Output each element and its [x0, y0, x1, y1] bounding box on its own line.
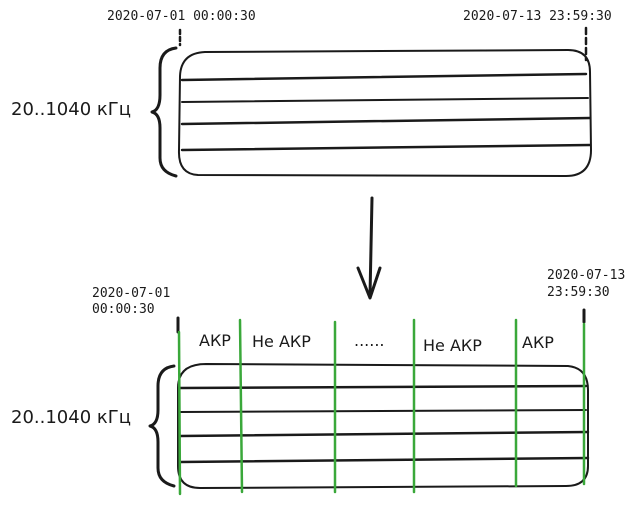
top-spectrogram-box — [177, 49, 592, 177]
top-end-time: 2020-07-13 23:59:30 — [463, 9, 612, 24]
bottom-frequency-label: 20..1040 кГц — [11, 407, 131, 428]
bottom-band-line — [178, 456, 590, 464]
transform-arrow-shaft — [368, 196, 374, 298]
top-start-time: 2020-07-01 00:00:30 — [107, 9, 256, 24]
bottom-start-clock: 00:00:30 — [92, 302, 155, 317]
bottom-start-date: 2020-07-01 — [92, 286, 171, 301]
top-frequency-label: 20..1040 кГц — [11, 99, 131, 120]
top-band-line — [180, 116, 592, 126]
segment-label: Не АКР — [252, 332, 311, 351]
segment-divider — [177, 330, 182, 496]
transform-arrow-head — [356, 266, 382, 300]
bottom-band-line — [178, 430, 590, 438]
bottom-band-line — [178, 384, 588, 390]
bottom-brace — [148, 364, 176, 488]
top-brace — [150, 46, 178, 178]
segment-label: АКР — [199, 331, 231, 350]
segment-divider — [238, 318, 244, 494]
bottom-end-clock: 23:59:30 — [547, 285, 610, 300]
bottom-end-date: 2020-07-13 — [547, 268, 626, 283]
segment-label: ...... — [354, 331, 385, 350]
segment-label: Не АКР — [423, 336, 482, 355]
top-band-line — [180, 72, 588, 82]
segment-label: АКР — [522, 333, 554, 352]
top-band-line — [180, 143, 592, 152]
bottom-band-line — [179, 409, 587, 413]
top-band-line — [181, 97, 589, 103]
